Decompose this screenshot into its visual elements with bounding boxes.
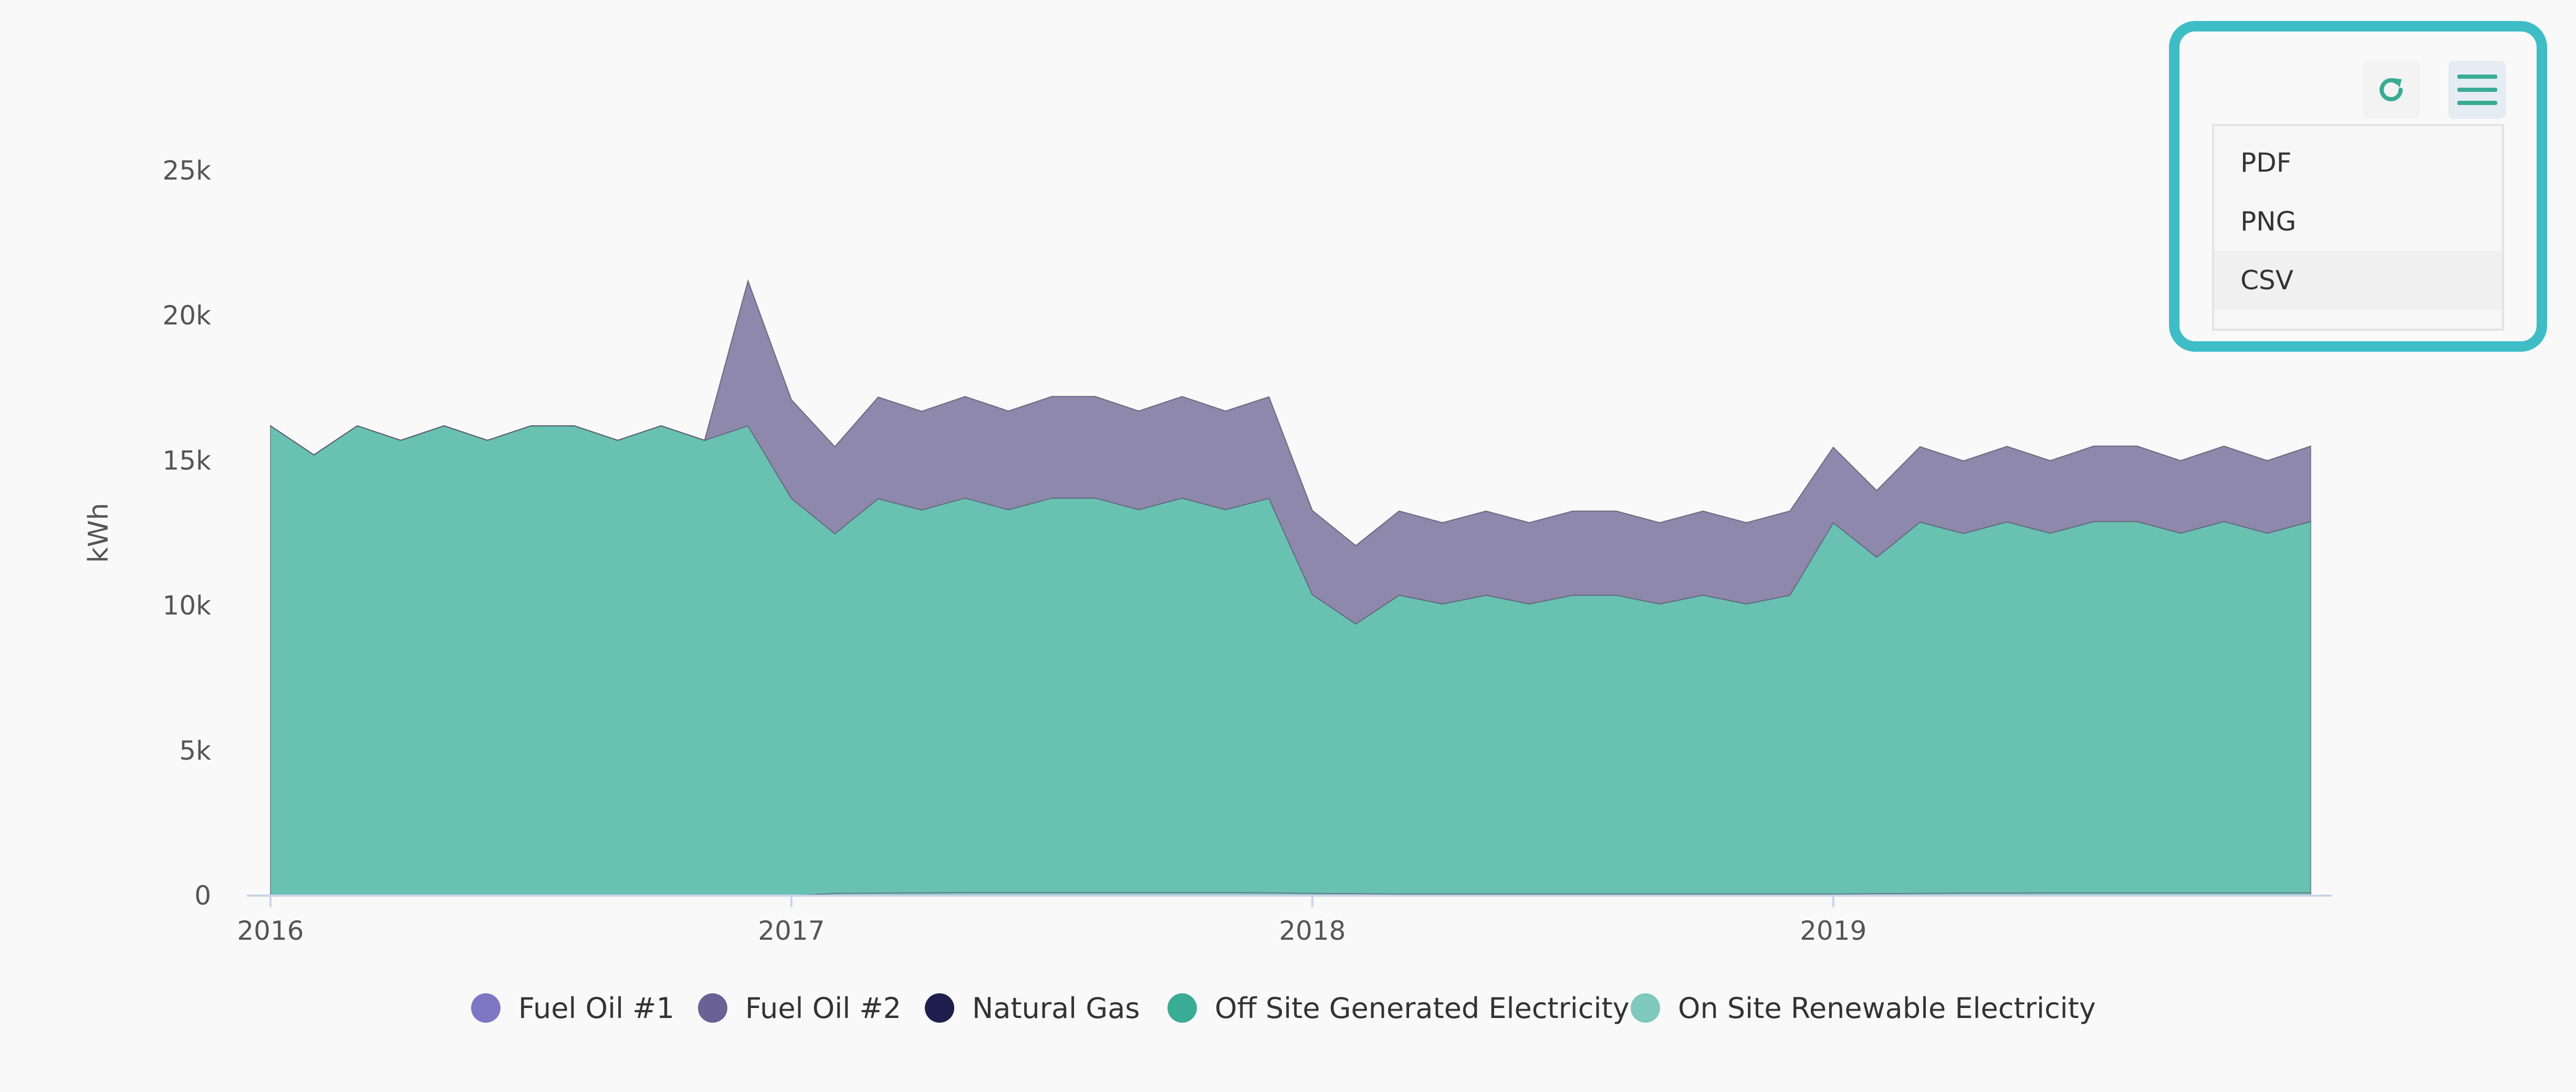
x-tick-label: 2016 — [237, 916, 304, 946]
menu-item-pdf[interactable]: PDF — [2240, 148, 2292, 178]
legend-marker — [925, 993, 954, 1023]
export-menu-panel: PDF PNG CSV — [2169, 21, 2547, 352]
y-axis-title: kWh — [83, 503, 114, 563]
y-tick-label: 20k — [162, 300, 211, 331]
legend-label: Fuel Oil #2 — [745, 992, 901, 1025]
y-tick-label: 0 — [194, 880, 211, 911]
area-fuel-oil-1[interactable] — [270, 279, 2311, 547]
refresh-button[interactable] — [2362, 61, 2420, 119]
legend-item[interactable]: Fuel Oil #1 — [471, 992, 674, 1025]
legend-marker — [1167, 993, 1197, 1023]
legend-marker — [471, 993, 500, 1023]
x-tick-label: 2017 — [758, 916, 825, 946]
menu-item-png[interactable]: PNG — [2240, 206, 2297, 237]
y-tick-label: 10k — [162, 591, 211, 621]
y-axis: 0 5k 10k 15k 20k 25k — [162, 155, 211, 911]
export-options-list: PDF PNG CSV — [2212, 124, 2504, 331]
legend-marker — [1631, 993, 1660, 1023]
x-tick-label: 2019 — [1800, 916, 1866, 946]
legend-item[interactable]: Off Site Generated Electricity — [1167, 992, 1630, 1025]
legend-label: Off Site Generated Electricity — [1215, 992, 1630, 1025]
refresh-icon — [2380, 78, 2403, 101]
y-tick-label: 25k — [162, 155, 211, 186]
menu-item-csv[interactable]: CSV — [2214, 251, 2502, 310]
hamburger-menu-icon — [2457, 75, 2497, 105]
y-tick-label: 5k — [179, 736, 211, 766]
legend-label: On Site Renewable Electricity — [1678, 992, 2096, 1025]
legend-item[interactable]: Natural Gas — [925, 992, 1140, 1025]
legend-item[interactable]: On Site Renewable Electricity — [1631, 992, 2096, 1025]
chart-areas — [270, 279, 2311, 896]
legend-marker — [698, 993, 727, 1023]
hamburger-menu-button[interactable] — [2448, 61, 2506, 119]
x-tick-label: 2018 — [1279, 916, 1346, 946]
legend-label: Natural Gas — [972, 992, 1140, 1025]
legend-label: Fuel Oil #1 — [518, 992, 674, 1025]
y-tick-label: 15k — [162, 445, 211, 476]
legend: Fuel Oil #1 Fuel Oil #2 Natural Gas Off Sit… — [471, 992, 2096, 1025]
legend-item[interactable]: Fuel Oil #2 — [698, 992, 901, 1025]
x-axis: 2016 2017 2018 2019 — [237, 896, 1866, 946]
